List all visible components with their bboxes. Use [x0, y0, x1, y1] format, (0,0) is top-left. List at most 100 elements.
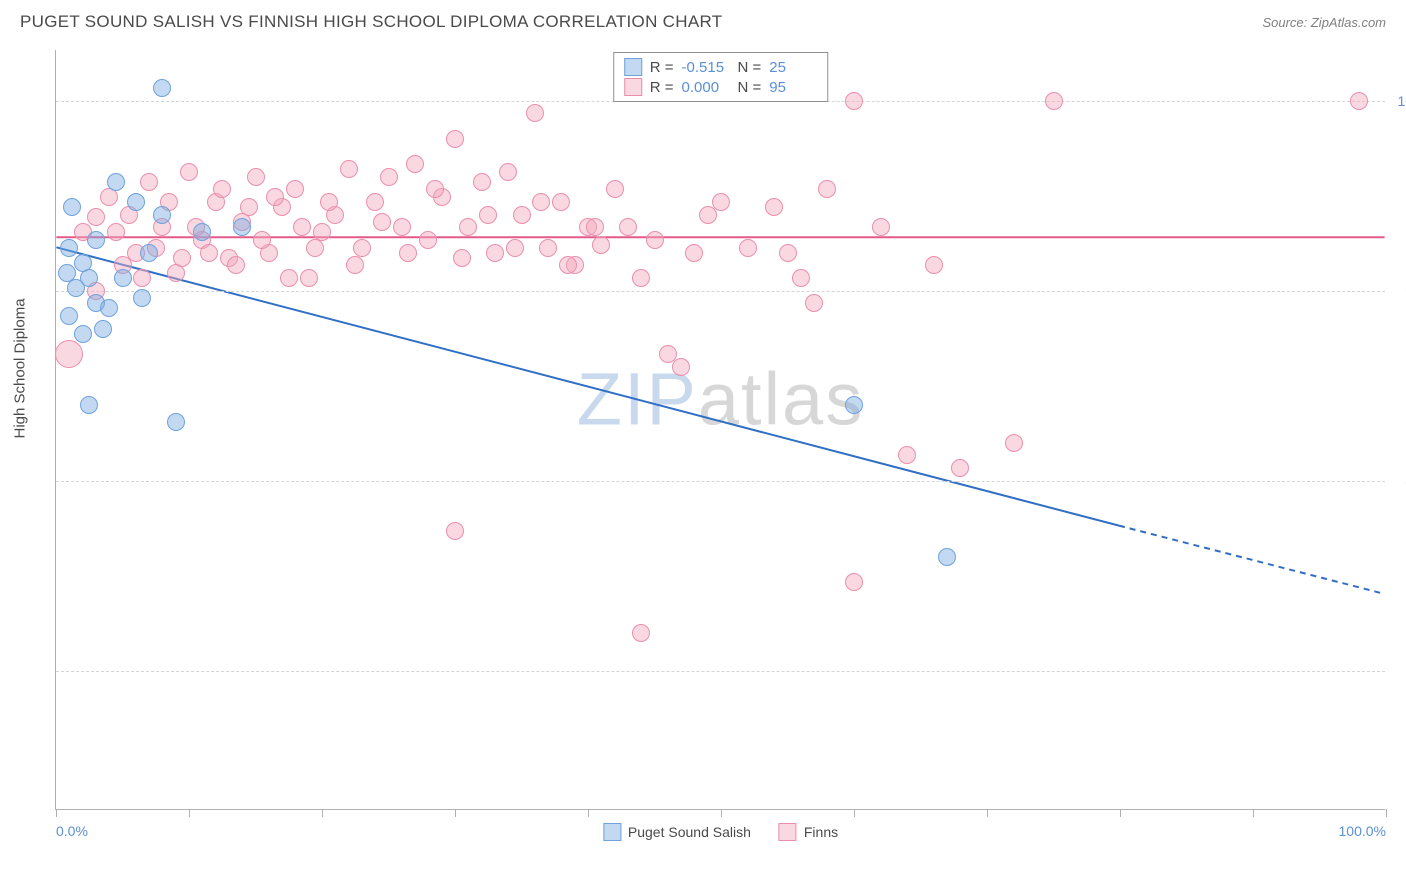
data-point [845, 92, 863, 110]
data-point [380, 168, 398, 186]
legend-label-pink: Finns [804, 824, 838, 840]
data-point [340, 160, 358, 178]
data-point [446, 130, 464, 148]
data-point [227, 256, 245, 274]
data-point [898, 446, 916, 464]
data-point [280, 269, 298, 287]
stats-legend-box: R = -0.515 N = 25 R = 0.000 N = 95 [613, 52, 829, 102]
stats-row-pink: R = 0.000 N = 95 [624, 77, 818, 97]
data-point [845, 573, 863, 591]
stats-n-label: N = [738, 59, 762, 76]
data-point [872, 218, 890, 236]
data-point [792, 269, 810, 287]
xtick [322, 809, 323, 817]
data-point [247, 168, 265, 186]
trend-lines [56, 50, 1385, 809]
data-point [426, 180, 444, 198]
data-point [55, 340, 83, 368]
data-point [765, 198, 783, 216]
xtick [721, 809, 722, 817]
xtick [987, 809, 988, 817]
data-point [180, 163, 198, 181]
ytick-label: 92.5% [1390, 283, 1406, 299]
data-point [107, 173, 125, 191]
data-point [60, 307, 78, 325]
data-point [446, 522, 464, 540]
data-point [393, 218, 411, 236]
data-point [606, 180, 624, 198]
swatch-pink-icon [779, 823, 797, 841]
data-point [140, 244, 158, 262]
stats-r-value: 0.000 [682, 79, 730, 96]
data-point [173, 249, 191, 267]
data-point [240, 198, 258, 216]
data-point [133, 289, 151, 307]
data-point [353, 239, 371, 257]
gridline [56, 291, 1385, 292]
xtick [854, 809, 855, 817]
xtick [455, 809, 456, 817]
data-point [320, 193, 338, 211]
xtick [1253, 809, 1254, 817]
data-point [779, 244, 797, 262]
data-point [114, 269, 132, 287]
data-point [346, 256, 364, 274]
data-point [526, 104, 544, 122]
watermark: ZIPatlas [577, 357, 864, 442]
data-point [94, 320, 112, 338]
legend-item-blue: Puget Sound Salish [603, 823, 751, 841]
data-point [925, 256, 943, 274]
data-point [67, 279, 85, 297]
stats-row-blue: R = -0.515 N = 25 [624, 57, 818, 77]
xtick-label: 0.0% [56, 823, 88, 839]
data-point [486, 244, 504, 262]
data-point [845, 396, 863, 414]
data-point [213, 180, 231, 198]
data-point [167, 413, 185, 431]
data-point [60, 239, 78, 257]
data-point [672, 358, 690, 376]
data-point [87, 208, 105, 226]
data-point [646, 231, 664, 249]
data-point [552, 193, 570, 211]
data-point [513, 206, 531, 224]
data-point [592, 236, 610, 254]
data-point [805, 294, 823, 312]
data-point [193, 223, 211, 241]
data-point [63, 198, 81, 216]
source-label: Source: ZipAtlas.com [1262, 15, 1386, 30]
y-axis-label: High School Diploma [12, 298, 29, 438]
data-point [685, 244, 703, 262]
data-point [419, 231, 437, 249]
data-point [107, 223, 125, 241]
data-point [58, 264, 76, 282]
swatch-pink-icon [624, 78, 642, 96]
data-point [499, 163, 517, 181]
chart-area: ZIPatlas 100.0%92.5%85.0%77.5%0.0%100.0%… [55, 50, 1385, 810]
stats-r-label: R = [650, 79, 674, 96]
xtick [189, 809, 190, 817]
bottom-legend: Puget Sound Salish Finns [603, 823, 838, 841]
data-point [1350, 92, 1368, 110]
stats-n-value: 95 [769, 79, 817, 96]
data-point [286, 180, 304, 198]
stats-n-value: 25 [769, 59, 817, 76]
ytick-label: 77.5% [1390, 663, 1406, 679]
ytick-label: 85.0% [1390, 473, 1406, 489]
xtick-label: 100.0% [1339, 823, 1386, 839]
data-point [127, 193, 145, 211]
data-point [818, 180, 836, 198]
chart-title: PUGET SOUND SALISH VS FINNISH HIGH SCHOO… [20, 12, 722, 32]
data-point [739, 239, 757, 257]
data-point [632, 624, 650, 642]
data-point [200, 244, 218, 262]
data-point [619, 218, 637, 236]
data-point [233, 218, 251, 236]
xtick [1386, 809, 1387, 817]
ytick-label: 100.0% [1390, 93, 1406, 109]
data-point [153, 79, 171, 97]
legend-label-blue: Puget Sound Salish [628, 824, 751, 840]
plot-area: ZIPatlas 100.0%92.5%85.0%77.5%0.0%100.0% [56, 50, 1385, 809]
data-point [938, 548, 956, 566]
data-point [459, 218, 477, 236]
